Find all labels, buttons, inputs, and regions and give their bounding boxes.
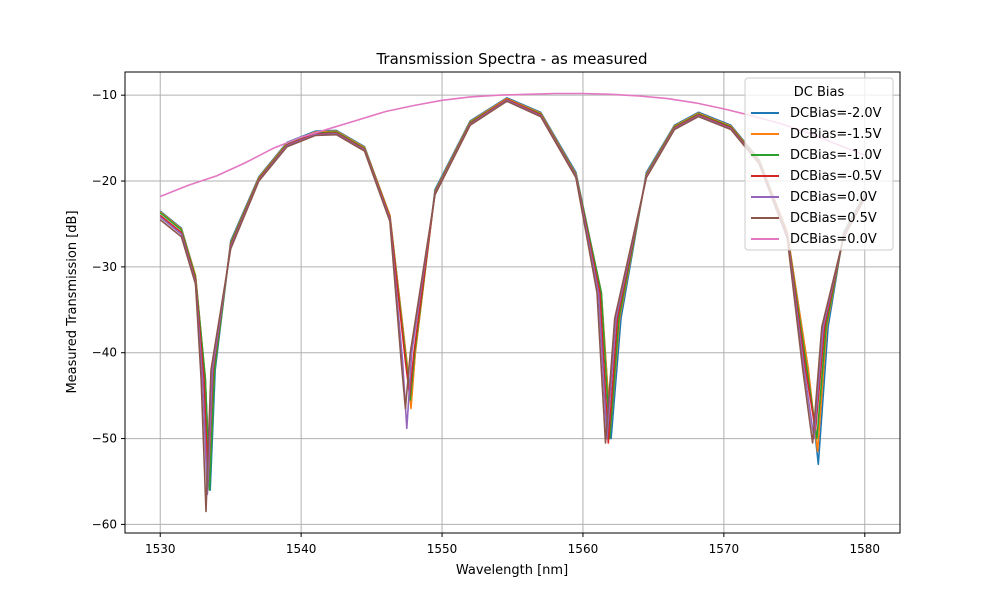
- legend-entry-label: DCBias=0.0V: [790, 232, 877, 247]
- x-tick-label: 1580: [849, 542, 880, 556]
- legend-title: DC Bias: [794, 85, 845, 100]
- legend-entry-label: DCBias=-1.5V: [790, 127, 882, 142]
- y-tick-label: −40: [92, 346, 117, 360]
- y-tick-label: −60: [92, 517, 117, 531]
- y-tick-label: −20: [92, 174, 117, 188]
- x-tick-label: 1530: [145, 542, 176, 556]
- legend: DC Bias DCBias=-2.0V DCBias=-1.5V DCBias=-…: [744, 77, 894, 251]
- x-tick-label: 1540: [286, 542, 317, 556]
- chart-title: Transmission Spectra - as measured: [375, 50, 647, 68]
- legend-box: [744, 77, 894, 251]
- x-tick-label: 1570: [709, 542, 740, 556]
- legend-entry-label: DCBias=-1.0V: [790, 148, 882, 163]
- y-tick-label: −50: [92, 432, 117, 446]
- plot-area-frame: [124, 71, 901, 534]
- legend-entry-label: DCBias=-0.5V: [790, 169, 882, 184]
- x-tick-label: 1560: [568, 542, 599, 556]
- x-axis-ticks: 1530 1540 1550 1560 1570 1580: [145, 533, 880, 556]
- x-axis-label: Wavelength [nm]: [456, 563, 568, 578]
- legend-entry-label: DCBias=0.5V: [790, 211, 877, 226]
- legend-entry-label: DCBias=-2.0V: [790, 106, 882, 121]
- x-tick-label: 1550: [427, 542, 458, 556]
- y-tick-label: −10: [92, 88, 117, 102]
- y-tick-label: −30: [92, 260, 117, 274]
- legend-entry-label: DCBias=0.0V: [790, 190, 877, 205]
- y-axis-label: Measured Transmission [dB]: [65, 210, 80, 393]
- y-axis-ticks: −60 −50 −40 −30 −20 −10: [92, 88, 125, 531]
